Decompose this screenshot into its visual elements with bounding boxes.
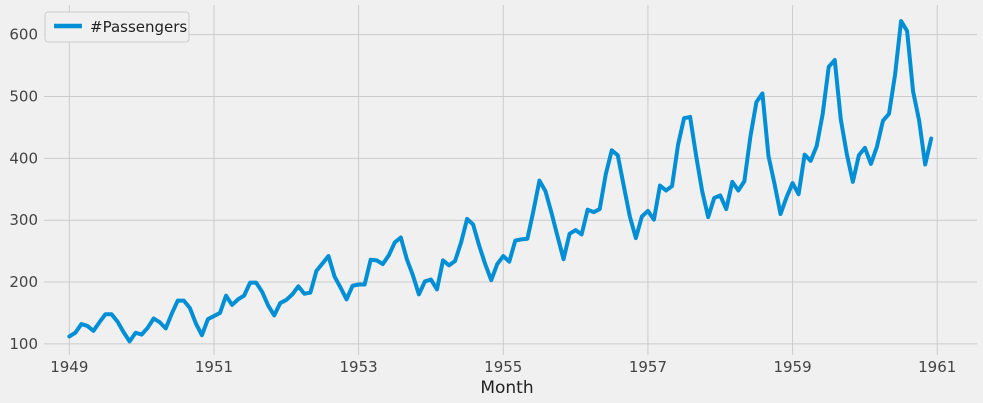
x-axis-ticks: 1949 1951 1953 1955 1957 1959 1961 [50, 358, 956, 376]
y-tick-label: 500 [9, 88, 38, 106]
y-axis-ticks: 100 200 300 400 500 600 [9, 26, 38, 353]
x-axis-title: Month [480, 378, 533, 398]
x-tick-label: 1953 [340, 358, 378, 376]
x-tick-label: 1961 [918, 358, 956, 376]
x-tick-label: 1951 [195, 358, 233, 376]
y-tick-label: 400 [9, 149, 38, 167]
y-tick-label: 300 [9, 211, 38, 229]
x-tick-label: 1949 [50, 358, 88, 376]
series-group [67, 19, 934, 344]
series-line-passengers [67, 19, 934, 344]
y-tick-label: 100 [9, 335, 38, 353]
y-tick-label: 600 [9, 26, 38, 44]
x-tick-label: 1955 [484, 358, 522, 376]
x-tick-label: 1959 [773, 358, 811, 376]
legend[interactable]: #Passengers [44, 11, 190, 43]
grid [44, 5, 977, 355]
x-tick-label: 1957 [629, 358, 667, 376]
legend-box [44, 11, 190, 43]
legend-label: #Passengers [90, 18, 187, 36]
y-tick-label: 200 [9, 273, 38, 291]
